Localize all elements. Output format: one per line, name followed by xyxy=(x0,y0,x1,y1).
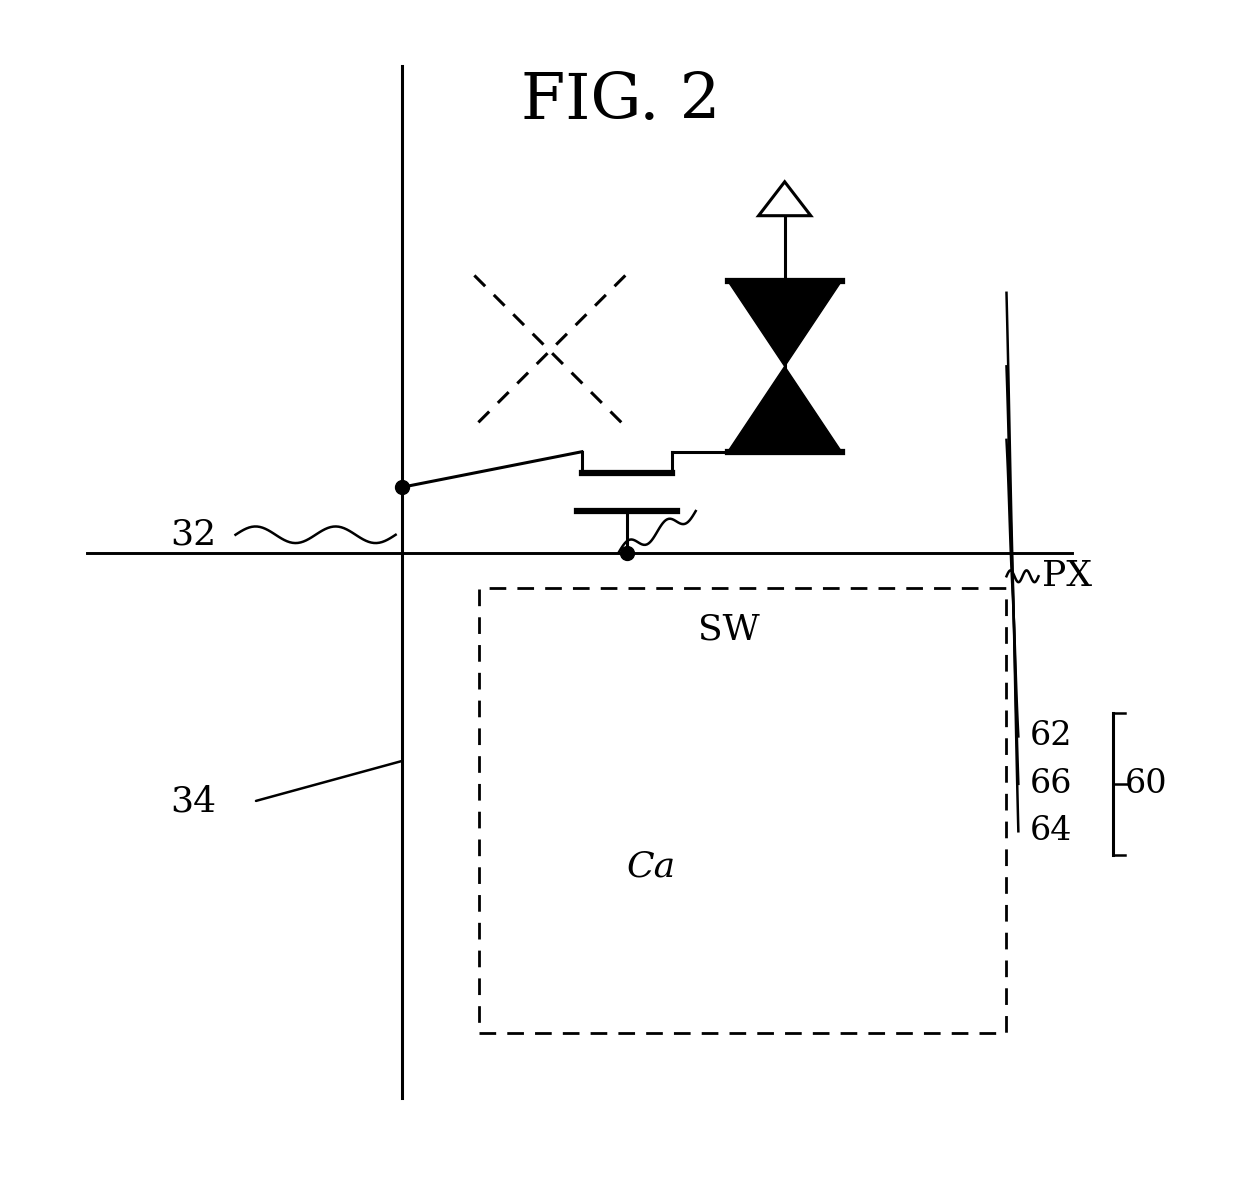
Text: FIG. 2: FIG. 2 xyxy=(522,71,720,132)
Polygon shape xyxy=(728,281,842,366)
Text: 66: 66 xyxy=(1030,768,1073,800)
Text: 62: 62 xyxy=(1030,720,1073,752)
Text: 64: 64 xyxy=(1030,815,1073,847)
Text: Ca: Ca xyxy=(627,850,676,884)
Text: 60: 60 xyxy=(1125,768,1167,800)
Text: PX: PX xyxy=(1042,559,1092,593)
Text: SW: SW xyxy=(698,613,760,647)
Text: 34: 34 xyxy=(170,785,216,818)
Text: 32: 32 xyxy=(170,517,216,552)
Polygon shape xyxy=(728,366,842,451)
Bar xyxy=(478,588,1006,1033)
Polygon shape xyxy=(759,181,811,216)
